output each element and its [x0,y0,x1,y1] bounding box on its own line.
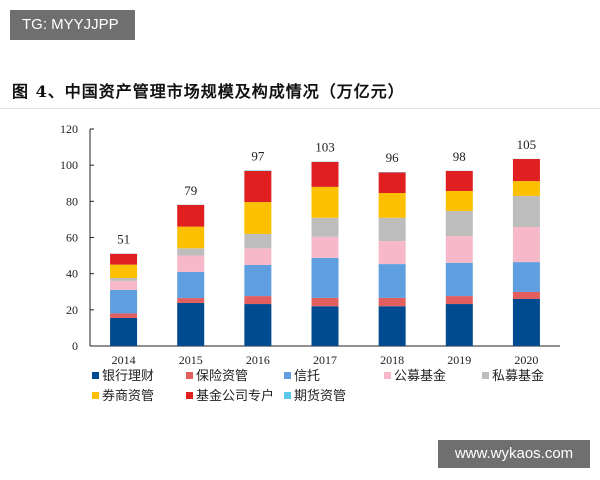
legend-swatch [284,392,291,399]
total-label: 79 [184,183,197,198]
bar-segment [512,298,540,346]
x-tick-label: 2017 [313,353,337,367]
bar-segment [244,170,272,203]
bar-segment [177,271,205,299]
bar-segment [445,304,473,346]
bar-segment [177,248,205,256]
bar-segment [110,253,138,265]
legend-swatch [92,372,99,379]
bar-segment [311,217,339,237]
bar-segment [445,210,473,237]
bar-segment [311,161,339,187]
bar-segment [512,262,540,292]
legend-label: 基金公司专户 [196,388,274,404]
bar-segment [244,264,272,297]
x-tick-label: 2015 [179,353,203,367]
x-tick-label: 2019 [447,353,471,367]
bar-segment [311,257,339,298]
total-label: 103 [315,140,335,155]
source-tag: TG: MYYJJPP [10,10,135,40]
bar-segment [177,226,205,249]
legend-label: 券商资管 [102,388,154,404]
bar-segment [512,181,540,196]
bar-segment [445,262,473,297]
bar-segment [512,291,540,299]
watermark: www.wykaos.com [438,440,590,468]
legend-swatch [186,372,193,379]
bar-segment [445,236,473,263]
y-tick-label: 40 [66,267,78,281]
bar-segment [244,202,272,234]
bar-segment [311,297,339,307]
y-tick-label: 0 [72,339,78,353]
bar-segment [177,298,205,303]
bar-segment [378,241,406,265]
legend-swatch [482,372,489,379]
bar-segment [177,255,205,272]
bar-segment [110,317,138,346]
y-tick-label: 100 [60,158,78,172]
legend-label: 公募基金 [394,368,446,384]
x-tick-label: 2018 [380,353,404,367]
bar-segment [244,296,272,305]
bar-segment [512,195,540,228]
legend-label: 信托 [294,369,320,384]
bar-segment [177,302,205,346]
bar-segment [445,296,473,305]
bar-segment [311,186,339,218]
legend-label: 银行理财 [102,369,154,384]
legend-label: 保险资管 [196,369,248,384]
bar-segment [244,248,272,265]
bar-segment [512,159,540,182]
bar-segment [110,313,138,318]
y-tick-label: 80 [66,194,78,208]
legend-label: 期货资管 [294,388,346,404]
bar-segment [378,193,406,218]
legend-swatch [92,392,99,399]
bar-segment [378,172,406,194]
bar-segment [378,217,406,242]
bar-segment [110,264,138,279]
bar-segment [378,297,406,307]
bar-segment [378,264,406,298]
legend-label: 私募基金 [492,368,544,384]
y-tick-label: 120 [60,122,78,136]
total-label: 105 [517,137,537,152]
bar-segment [177,204,205,227]
x-tick-label: 2020 [514,353,538,367]
bar-segment [445,191,473,211]
legend-swatch [284,372,291,379]
x-tick-label: 2014 [112,353,136,367]
bar-segment [110,289,138,314]
chart-title: 图 4、中国资产管理市场规模及构成情况（万亿元） [12,82,405,101]
bar-segment [244,304,272,346]
x-tick-label: 2016 [246,353,270,367]
y-tick-label: 60 [66,231,78,245]
bar-segment [244,233,272,249]
bar-segment [512,227,540,263]
total-label: 51 [117,232,130,247]
bar-segment [445,170,473,192]
total-label: 97 [251,148,265,163]
bar-segment [244,170,272,171]
y-tick-label: 20 [66,303,78,317]
legend-swatch [384,372,391,379]
bar-segment [110,278,138,281]
legend-swatch [186,392,193,399]
total-label: 96 [386,150,400,165]
bar-segment [311,236,339,258]
total-label: 98 [453,149,466,164]
bar-segment [311,306,339,346]
bar-segment [378,306,406,346]
divider [0,108,600,109]
bar-segment [110,280,138,290]
